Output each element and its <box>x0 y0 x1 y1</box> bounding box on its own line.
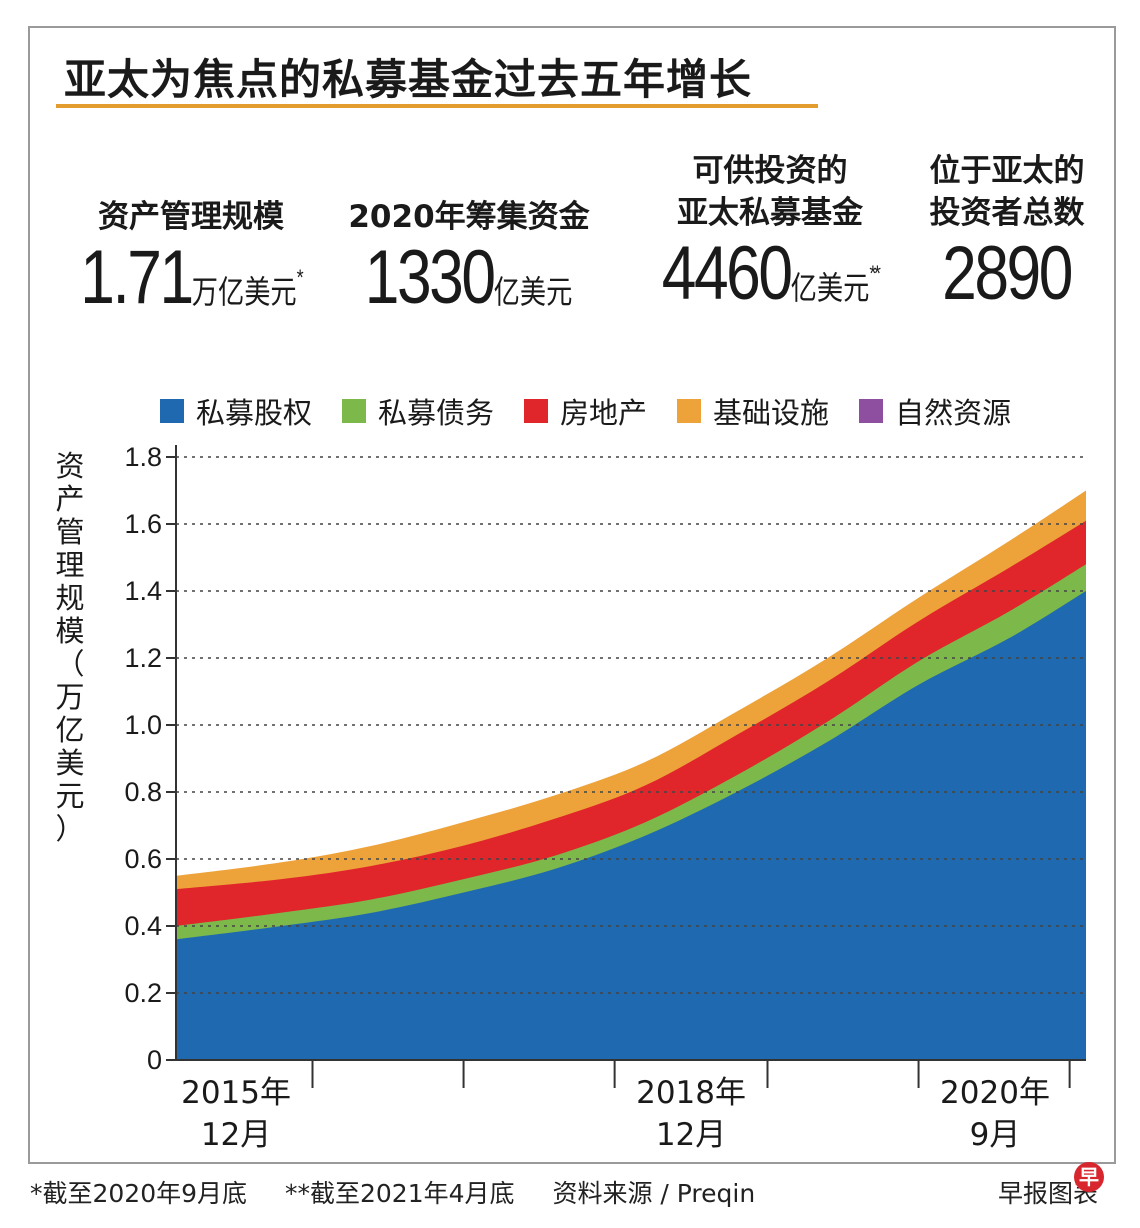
y-axis-title-char: 规 <box>55 581 85 615</box>
legend-swatch <box>859 399 884 423</box>
y-tick-label: 0.4 <box>124 911 162 941</box>
stat-aum-mark: * <box>296 265 304 290</box>
chart-legend: 私募股权 私募债务 房地产 基础设施 自然资源 <box>160 390 1011 432</box>
stat-raised-2020: 2020年筹集资金 1330亿美元 <box>334 196 604 332</box>
stat-investors: 位于亚太的 投资者总数 2890 <box>912 150 1102 314</box>
legend-label: 自然资源 <box>895 396 1012 430</box>
stat-aum-value: 1.71万亿美元* <box>80 235 304 320</box>
stat-raised-value: 1330亿美元 <box>365 235 573 320</box>
legend-item-real-estate: 房地产 <box>524 390 647 432</box>
stat-investors-label-2: 投资者总数 <box>929 195 1085 231</box>
x-tick-label-month: 9月 <box>969 1117 1021 1153</box>
footer-notes: *截至2020年9月底 **截至2021年4月底 资料来源 / Preqin <box>30 1174 785 1210</box>
stat-dry-powder-unit: 亿美元 <box>790 270 870 306</box>
stat-dry-powder-label-2: 亚太私募基金 <box>677 195 863 231</box>
y-axis-title-char: （ <box>55 647 85 681</box>
legend-swatch <box>524 399 549 423</box>
y-tick-label: 1.6 <box>124 509 162 539</box>
x-tick-label-year: 2020年 <box>940 1075 1050 1111</box>
legend-swatch <box>677 399 702 423</box>
y-tick-label: 0 <box>147 1045 162 1075</box>
y-tick-label: 0.6 <box>124 844 162 874</box>
stat-raised-label: 2020年筹集资金 <box>348 199 590 235</box>
stat-aum-label: 资产管理规模 <box>98 199 284 235</box>
zaobao-logo-icon: 早 <box>1074 1162 1104 1192</box>
stat-aum-unit: 万亿美元 <box>191 274 297 310</box>
y-tick-label: 1.2 <box>124 643 162 673</box>
title-underline <box>56 104 818 108</box>
figure-frame <box>28 26 1116 1164</box>
x-tick-label-month: 12月 <box>655 1117 727 1153</box>
y-axis-title-char: 理 <box>55 548 85 582</box>
y-axis-title-char: ） <box>55 812 85 846</box>
y-axis-title-char: 产 <box>55 482 85 516</box>
chart-title: 亚太为焦点的私募基金过去五年增长 <box>64 55 753 104</box>
x-tick-label: 2020年 9月 <box>920 1072 1070 1156</box>
y-axis-title-char: 模 <box>55 614 85 648</box>
stat-dry-powder: 可供投资的 亚太私募基金 4460亿美元** <box>630 150 910 328</box>
stat-investors-value: 2890 <box>942 231 1074 316</box>
y-axis-title-char: 美 <box>55 746 85 780</box>
legend-label: 私募股权 <box>196 396 313 430</box>
y-tick-label: 0.8 <box>124 777 162 807</box>
y-axis-title-char: 元 <box>55 779 85 813</box>
y-tick-label: 0.2 <box>124 978 162 1008</box>
x-tick-label-year: 2015年 <box>181 1075 291 1111</box>
x-tick-label-month: 12月 <box>200 1117 272 1153</box>
area-series-0 <box>176 591 1086 1060</box>
y-axis-title: 资产管理规模（万亿美元） <box>52 450 88 846</box>
legend-label: 房地产 <box>560 396 648 430</box>
y-axis-title-char: 管 <box>55 515 85 549</box>
x-tick-label: 2018年 12月 <box>616 1072 766 1156</box>
footnote-2: **截至2021年4月底 <box>284 1179 515 1208</box>
y-tick-label: 1.4 <box>124 576 162 606</box>
legend-swatch <box>342 399 367 423</box>
stat-dry-powder-label-1: 可供投资的 <box>692 153 848 189</box>
footnote-1: *截至2020年9月底 <box>30 1179 248 1208</box>
legend-item-natural-resources: 自然资源 <box>859 390 1011 432</box>
y-axis-title-char: 万 <box>55 680 85 714</box>
y-tick-label: 1.8 <box>124 442 162 472</box>
legend-item-private-debt: 私募债务 <box>342 390 494 432</box>
stat-investors-label-1: 位于亚太的 <box>929 153 1085 189</box>
stat-dry-powder-value: 4460亿美元** <box>661 231 881 316</box>
y-axis-title-char: 亿 <box>55 713 85 747</box>
legend-item-private-equity: 私募股权 <box>160 390 312 432</box>
x-tick-label-year: 2018年 <box>636 1075 746 1111</box>
stat-raised-unit: 亿美元 <box>494 274 573 310</box>
x-tick-label: 2015年 12月 <box>161 1072 311 1156</box>
legend-swatch <box>160 399 184 423</box>
stat-dry-powder-mark: ** <box>869 261 881 286</box>
source-note: 资料来源 / Preqin <box>552 1179 756 1208</box>
legend-item-infrastructure: 基础设施 <box>677 390 829 432</box>
stat-aum: 资产管理规模 1.71万亿美元* <box>46 196 336 332</box>
legend-label: 私募债务 <box>378 396 495 430</box>
y-tick-label: 1.0 <box>124 710 162 740</box>
legend-label: 基础设施 <box>713 396 830 430</box>
y-axis-title-char: 资 <box>55 449 85 483</box>
